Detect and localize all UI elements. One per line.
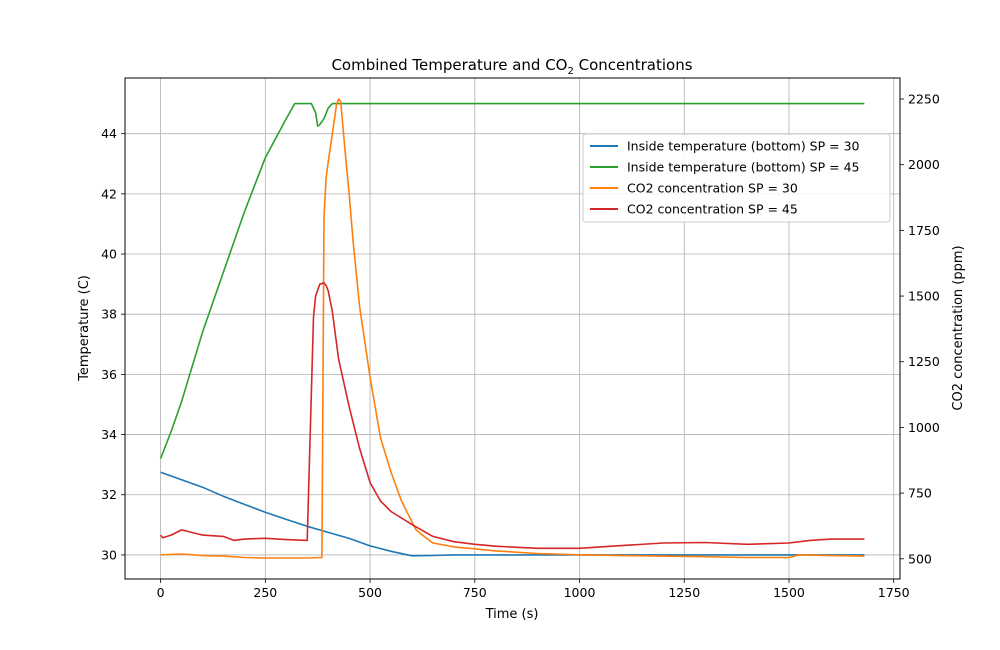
x-tick-label: 500 <box>358 585 382 600</box>
series-layer <box>159 98 865 559</box>
y-left-tick-label: 34 <box>101 427 117 442</box>
series-line-1 <box>160 471 865 557</box>
x-tick-label: 1500 <box>773 585 805 600</box>
legend-box <box>582 133 891 223</box>
x-tick-label: 0 <box>157 585 165 600</box>
series-line-4 <box>159 282 865 550</box>
legend-label-4: CO2 concentration SP = 45 <box>627 202 798 217</box>
y-axis-right: 500 750 1000 1250 1500 1750 2000 2250 <box>900 92 940 566</box>
y-left-tick-label: 32 <box>101 487 117 502</box>
y-left-tick-label: 42 <box>101 186 117 201</box>
y-right-tick-label: 1750 <box>908 223 940 238</box>
plot-frame <box>124 77 901 580</box>
y-right-tick-label: 1500 <box>908 289 940 304</box>
x-axis-label: Time (s) <box>485 607 539 622</box>
legend-label-1: Inside temperature (bottom) SP = 30 <box>627 139 860 154</box>
x-axis: 0 250 500 750 1000 1250 1500 1750 <box>157 579 910 600</box>
legend: Inside temperature (bottom) SP = 30 Insid… <box>582 133 891 223</box>
series-line-2 <box>159 102 865 459</box>
chart-title: Combined Temperature and CO2 Concentrati… <box>331 56 692 77</box>
y-right-tick-label: 1000 <box>908 420 940 435</box>
x-tick-label: 1750 <box>878 585 910 600</box>
chart-title-tail: Concentrations <box>574 56 693 74</box>
x-tick-label: 1000 <box>564 585 596 600</box>
y-right-tick-label: 500 <box>908 551 932 566</box>
x-tick-label: 1250 <box>668 585 700 600</box>
y-left-tick-label: 36 <box>101 367 117 382</box>
y-left-tick-label: 40 <box>101 247 117 262</box>
legend-label-2: Inside temperature (bottom) SP = 45 <box>627 160 859 175</box>
series-line-3 <box>160 98 865 559</box>
x-tick-label: 750 <box>463 585 487 600</box>
y-axis-right-label: CO2 concentration (ppm) <box>951 245 966 410</box>
y-left-tick-label: 38 <box>101 307 117 322</box>
y-right-tick-label: 2250 <box>908 92 940 107</box>
y-right-tick-label: 2000 <box>908 157 940 172</box>
y-right-tick-label: 750 <box>908 486 932 501</box>
y-axis-left-label: Temperature (C) <box>77 275 92 382</box>
y-left-tick-label: 30 <box>101 547 117 562</box>
y-left-tick-label: 44 <box>101 126 117 141</box>
y-right-tick-label: 1250 <box>908 354 940 369</box>
legend-label-3: CO2 concentration SP = 30 <box>627 181 798 196</box>
chart-title-subscript: 2 <box>567 66 573 77</box>
y-axis-left: 30 32 34 36 38 40 42 44 <box>101 126 125 562</box>
x-tick-label: 250 <box>253 585 277 600</box>
